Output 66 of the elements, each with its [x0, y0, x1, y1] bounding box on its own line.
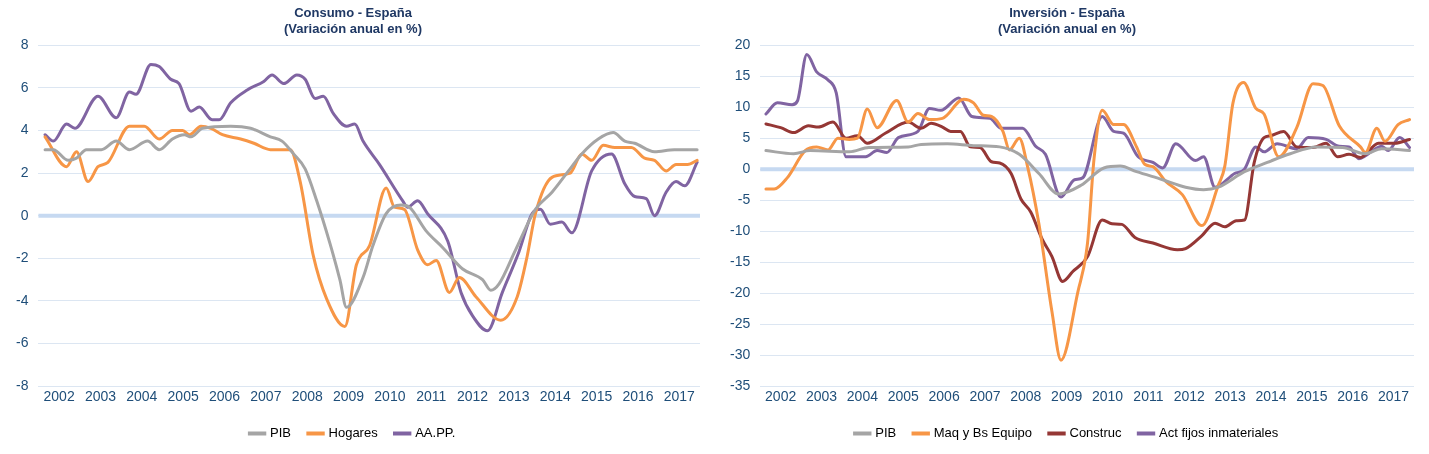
x-tick-label: 2002 — [765, 388, 797, 405]
legend-label: AA.PP. — [415, 425, 456, 441]
y-tick-label: -30 — [730, 346, 751, 363]
y-tick-label: 8 — [20, 36, 29, 53]
legend-label: Maq y Bs Equipo — [933, 425, 1033, 441]
y-tick-label: -6 — [16, 334, 29, 351]
legend-label: Hogares — [328, 425, 379, 441]
y-tick-label: -8 — [16, 377, 29, 394]
x-tick-label: 2003 — [84, 388, 117, 405]
x-tick-label: 2017 — [1377, 388, 1410, 405]
legend-label: Act fijos inmateriales — [1159, 425, 1279, 441]
x-tick-label: 2014 — [1255, 388, 1287, 405]
y-tick-label: 2 — [20, 163, 29, 180]
y-tick-label: 4 — [20, 121, 29, 138]
legend-label: PIB — [270, 425, 292, 441]
x-tick-label: 2014 — [539, 388, 572, 405]
x-tick-label: 2012 — [1173, 388, 1206, 405]
x-tick-label: 2015 — [1296, 388, 1328, 405]
y-tick-label: -4 — [16, 291, 29, 308]
chart-title: Consumo - España (Variación anual en %) — [284, 5, 422, 36]
line-series — [764, 142, 1412, 196]
x-tick-label: 2009 — [332, 388, 365, 405]
y-tick-label: 0 — [742, 160, 751, 177]
y-tick-label: -15 — [730, 253, 751, 270]
x-tick-label: 2016 — [622, 388, 654, 405]
y-tick-label: -35 — [730, 377, 751, 394]
x-tick-label: 2004 — [126, 388, 158, 405]
x-tick-label: 2004 — [846, 388, 879, 405]
x-tick-label: 2011 — [1133, 388, 1164, 405]
y-tick-label: -10 — [730, 222, 751, 239]
y-tick-label: 0 — [20, 206, 29, 223]
legend-label: Construc — [1069, 425, 1123, 441]
x-tick-label: 2011 — [416, 388, 447, 405]
chart-title: Inversión - España (Variación anual en %) — [998, 5, 1136, 36]
x-tick-label: 2007 — [969, 388, 1001, 405]
x-tick-label: 2017 — [663, 388, 696, 405]
x-tick-label: 2002 — [43, 388, 75, 405]
y-tick-label: -25 — [730, 315, 751, 332]
x-tick-label: 2003 — [805, 388, 838, 405]
y-tick-label: 15 — [734, 67, 751, 84]
x-tick-label: 2005 — [167, 388, 199, 405]
y-tick-label: 10 — [734, 98, 751, 115]
legend-label: PIB — [875, 425, 897, 441]
y-tick-label: 20 — [734, 36, 751, 53]
x-tick-label: 2008 — [291, 388, 323, 405]
x-tick-label: 2005 — [887, 388, 920, 405]
x-tick-label: 2006 — [928, 388, 960, 405]
x-tick-label: 2013 — [1214, 388, 1246, 405]
y-tick-label: -5 — [737, 191, 751, 208]
x-tick-label: 2007 — [250, 388, 282, 405]
y-tick-label: 6 — [20, 78, 29, 95]
x-tick-label: 2010 — [1091, 388, 1124, 405]
x-tick-label: 2010 — [374, 388, 406, 405]
line-series — [764, 80, 1412, 362]
line-series — [43, 62, 699, 333]
y-tick-label: -20 — [730, 284, 751, 301]
x-tick-label: 2008 — [1010, 388, 1042, 405]
x-tick-label: 2006 — [208, 388, 241, 405]
x-tick-label: 2015 — [581, 388, 613, 405]
x-tick-label: 2009 — [1051, 388, 1083, 405]
y-tick-label: 5 — [742, 129, 751, 146]
x-tick-label: 2016 — [1337, 388, 1369, 405]
y-tick-label: -2 — [16, 249, 29, 266]
x-tick-label: 2013 — [498, 388, 530, 405]
x-tick-label: 2012 — [457, 388, 489, 405]
line-series — [764, 120, 1412, 283]
